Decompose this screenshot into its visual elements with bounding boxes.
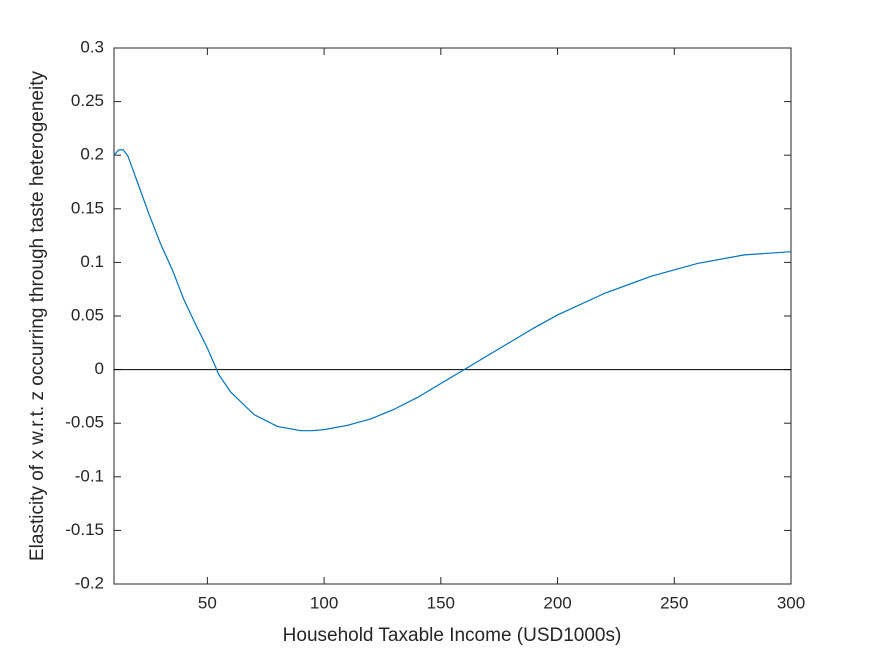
y-axis-label: Elasticity of x w.r.t. z occurring throu… [27, 70, 48, 561]
plot-frame [113, 47, 792, 585]
x-tick-label: 150 [427, 593, 455, 612]
x-tick-label: 300 [777, 593, 805, 612]
y-tick-label: -0.15 [65, 520, 104, 539]
data-line [113, 149, 792, 432]
y-tick-label: -0.2 [75, 573, 104, 592]
y-tick-label: 0 [95, 359, 104, 378]
x-tick-label: 50 [198, 593, 217, 612]
x-tick-label: 200 [543, 593, 571, 612]
x-tick-label: 250 [660, 593, 688, 612]
y-tick-label: 0.15 [71, 198, 104, 217]
x-axis-label: Household Taxable Income (USD1000s) [283, 625, 622, 646]
y-tick-label: -0.1 [75, 466, 104, 485]
y-tick-label: 0.1 [80, 252, 104, 271]
x-tick-label: 100 [310, 593, 338, 612]
y-tick-label: 0.2 [80, 145, 104, 164]
y-tick-label: 0.25 [71, 91, 104, 110]
y-tick-label: 0.3 [80, 37, 104, 56]
y-tick-label: -0.05 [65, 413, 104, 432]
y-tick-label: 0.05 [71, 305, 104, 324]
